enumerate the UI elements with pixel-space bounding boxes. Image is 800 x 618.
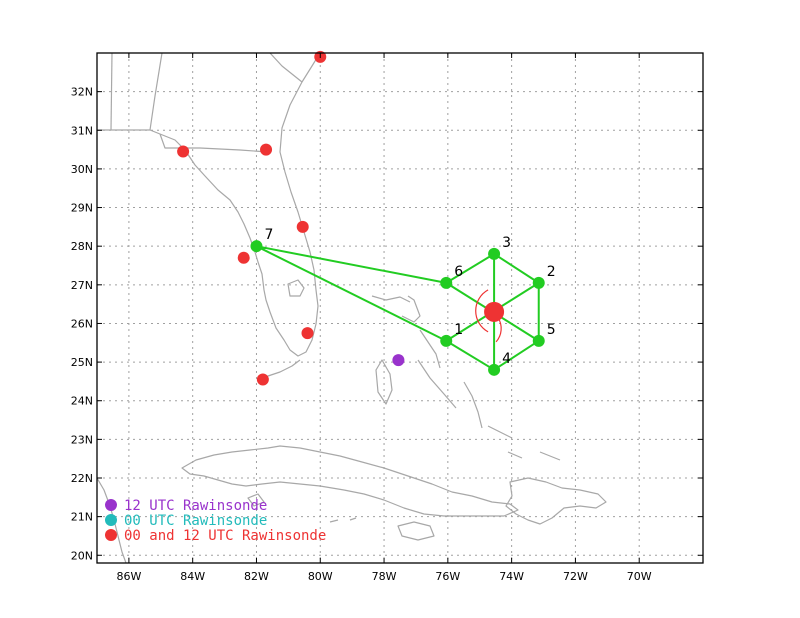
rawinsonde-00-12-utc-marker bbox=[256, 373, 269, 386]
turks-caicos bbox=[539, 451, 561, 461]
georgia-carolina-border bbox=[269, 53, 303, 83]
lat-tick-label: 23N bbox=[71, 433, 93, 446]
rawinsonde-12-utc-marker bbox=[392, 354, 405, 367]
lat-tick-label: 22N bbox=[71, 472, 93, 485]
dropsonde-points: 1 2 3 4 5 6 7 bbox=[250, 227, 556, 376]
acklins-inagua bbox=[487, 425, 523, 459]
graticule bbox=[97, 53, 703, 563]
dropsonde-point-2 bbox=[532, 276, 545, 289]
dropsonde-point-6 bbox=[440, 276, 453, 289]
legend-marker-12-utc bbox=[105, 499, 117, 511]
lat-tick-label: 26N bbox=[71, 317, 93, 330]
storm-center-layer bbox=[475, 289, 505, 343]
lat-tick-label: 28N bbox=[71, 240, 93, 253]
isle-of-youth bbox=[247, 493, 265, 507]
legend-marker-00-utc bbox=[105, 514, 117, 526]
lon-tick-label: 76W bbox=[435, 570, 460, 583]
legend-entry-00-utc: 00 UTC Rawinsonde bbox=[105, 513, 267, 529]
dropsonde-label-4: 4 bbox=[502, 351, 511, 367]
lat-tick-label: 32N bbox=[71, 86, 93, 99]
eleuthera bbox=[419, 329, 441, 369]
axis-ticks: 86W 84W 82W 80W 78W 76W 74W 72W 70W 20N 21N 22N 23N 2… bbox=[71, 53, 703, 583]
lat-tick-label: 24N bbox=[71, 395, 93, 408]
rawinsonde-00-12-utc-marker bbox=[177, 145, 190, 158]
dropsonde-label-6: 6 bbox=[454, 264, 463, 280]
dropsonde-point-5 bbox=[532, 334, 545, 347]
lon-tick-label: 84W bbox=[180, 570, 205, 583]
lat-tick-label: 21N bbox=[71, 511, 93, 524]
lon-tick-label: 86W bbox=[116, 570, 141, 583]
storm-center-marker bbox=[484, 301, 505, 322]
lon-tick-label: 72W bbox=[563, 570, 588, 583]
andros-island bbox=[375, 359, 393, 405]
lat-tick-label: 20N bbox=[71, 549, 93, 562]
lat-tick-label: 25N bbox=[71, 356, 93, 369]
dropsonde-label-7: 7 bbox=[264, 227, 273, 243]
dropsonde-point-7 bbox=[250, 240, 263, 253]
legend-label-00-utc: 00 UTC Rawinsonde bbox=[124, 513, 267, 529]
dropsonde-label-1: 1 bbox=[454, 322, 463, 338]
lon-tick-label: 74W bbox=[499, 570, 524, 583]
rawinsonde-00-12-utc-marker bbox=[296, 220, 309, 233]
jamaica bbox=[397, 521, 435, 541]
lon-tick-label: 78W bbox=[372, 570, 397, 583]
plot-background bbox=[97, 53, 703, 563]
cuba bbox=[181, 445, 519, 517]
rawinsonde-sites bbox=[177, 50, 405, 386]
rawinsonde-00-12-utc-marker bbox=[301, 327, 314, 340]
dropsonde-label-5: 5 bbox=[547, 322, 556, 338]
rawinsonde-00-12-utc-marker bbox=[237, 251, 250, 264]
dropsonde-point-4 bbox=[488, 363, 501, 376]
alabama-mississippi-border bbox=[110, 53, 113, 131]
legend: 12 UTC Rawinsonde 00 UTC Rawinsonde 00 a… bbox=[105, 498, 326, 544]
us-gulf-coast bbox=[97, 53, 321, 357]
alabama-georgia-border bbox=[149, 53, 163, 131]
legend-marker-00-and-12-utc bbox=[105, 529, 117, 541]
lon-tick-label: 82W bbox=[244, 570, 269, 583]
lat-tick-label: 31N bbox=[71, 124, 93, 137]
long-island-bahamas bbox=[463, 381, 483, 429]
lon-tick-label: 70W bbox=[627, 570, 652, 583]
legend-entry-00-and-12-utc: 00 and 12 UTC Rawinsonde bbox=[105, 528, 326, 544]
lat-tick-label: 29N bbox=[71, 202, 93, 215]
dropsonde-point-3 bbox=[488, 247, 501, 260]
lake-okeechobee bbox=[287, 279, 305, 297]
flight-path bbox=[256, 245, 540, 371]
lat-tick-label: 27N bbox=[71, 279, 93, 292]
hispaniola bbox=[505, 477, 607, 525]
grand-bahama bbox=[371, 295, 411, 303]
cayman bbox=[329, 517, 357, 523]
abaco bbox=[401, 295, 421, 323]
lat-tick-label: 30N bbox=[71, 163, 93, 176]
legend-label-00-and-12-utc: 00 and 12 UTC Rawinsonde bbox=[124, 528, 326, 544]
legend-label-12-utc: 12 UTC Rawinsonde bbox=[124, 498, 267, 514]
legend-entry-12-utc: 12 UTC Rawinsonde bbox=[105, 498, 267, 514]
lon-tick-label: 80W bbox=[308, 570, 333, 583]
dropsonde-label-3: 3 bbox=[502, 235, 511, 251]
dropsonde-point-1 bbox=[440, 334, 453, 347]
georgia-florida-border bbox=[159, 133, 269, 153]
plot-frame bbox=[96, 52, 704, 564]
rawinsonde-00-12-utc-marker bbox=[260, 143, 273, 156]
storm-radius-arc-west bbox=[475, 289, 489, 333]
dropsonde-label-2: 2 bbox=[547, 264, 556, 280]
exuma-chain bbox=[417, 359, 457, 409]
